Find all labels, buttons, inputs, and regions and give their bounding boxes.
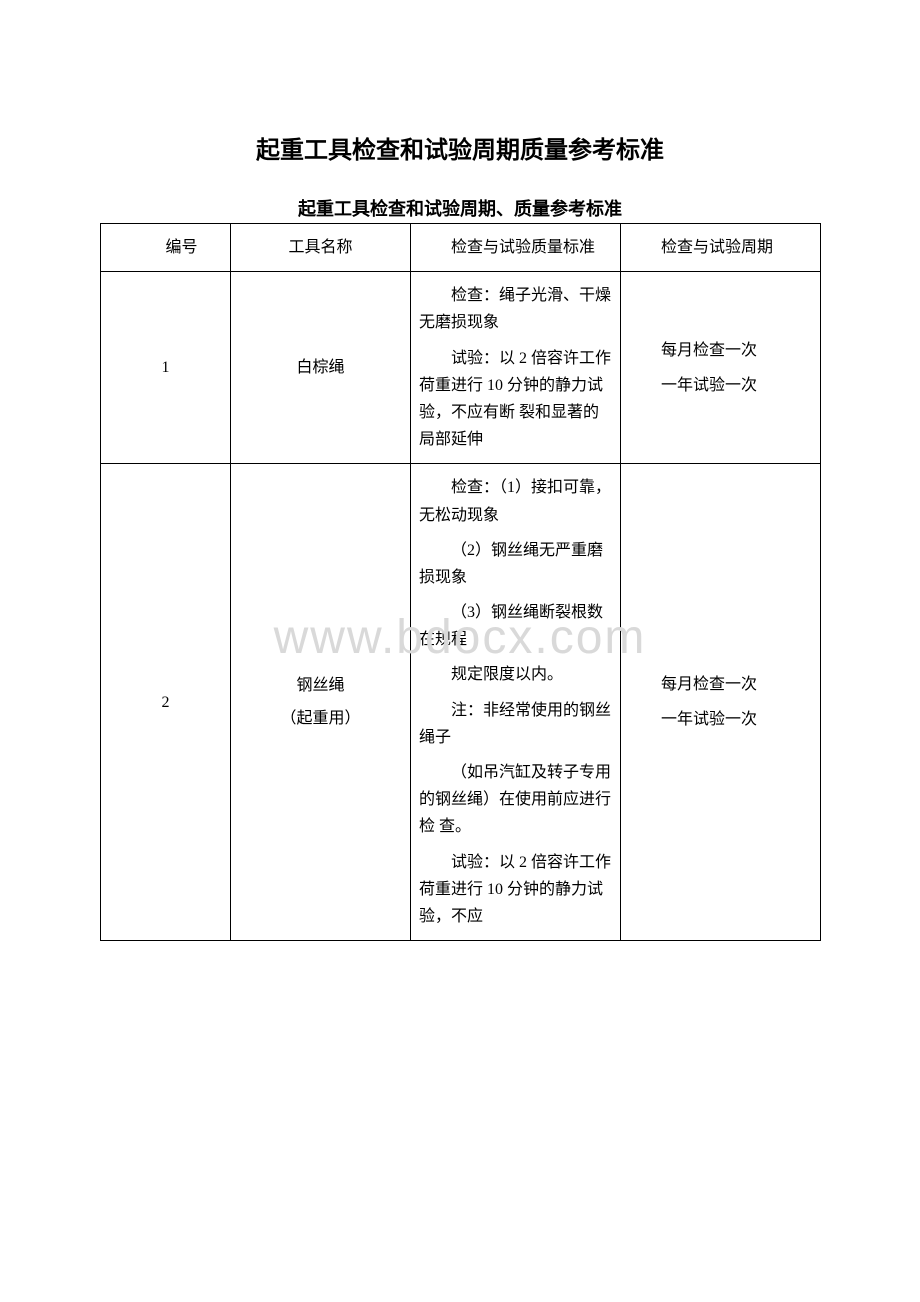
header-standard: 检查与试验质量标准 (411, 224, 621, 272)
cell-standard: 检查：绳子光滑、干燥无磨损现象 试验：以 2 倍容许工作荷重进行 10 分钟的静… (411, 272, 621, 464)
standard-para: 试验：以 2 倍容许工作荷重进行 10 分钟的静力试验，不应有断 裂和显著的局部… (419, 345, 612, 454)
header-cycle: 检查与试验周期 (621, 224, 821, 272)
cell-id: 1 (101, 272, 231, 464)
cell-id: 2 (101, 464, 231, 941)
page-title-sub: 起重工具检查和试验周期、质量参考标准 (0, 195, 920, 221)
header-name: 工具名称 (231, 224, 411, 272)
cycle-para: 一年试验一次 (629, 706, 812, 733)
cycle-para: 一年试验一次 (629, 372, 812, 399)
cycle-para: 每月检查一次 (629, 337, 812, 364)
page-title-main: 起重工具检查和试验周期质量参考标准 (0, 130, 920, 165)
standard-para: （如吊汽缸及转子专用的钢丝绳）在使用前应进行检 查。 (419, 759, 612, 841)
standard-para: （2）钢丝绳无严重磨损现象 (419, 537, 612, 591)
standard-para: （3）钢丝绳断裂根数在规程 (419, 599, 612, 653)
standard-para: 注：非经常使用的钢丝绳子 (419, 697, 612, 751)
standard-para: 检查：绳子光滑、干燥无磨损现象 (419, 282, 612, 336)
cell-standard: 检查：（1）接扣可靠，无松动现象 （2）钢丝绳无严重磨损现象 （3）钢丝绳断裂根… (411, 464, 621, 941)
cell-name: 白棕绳 (231, 272, 411, 464)
standard-para: 检查：（1）接扣可靠，无松动现象 (419, 474, 612, 528)
table-header-row: 编号 工具名称 检查与试验质量标准 检查与试验周期 (101, 224, 821, 272)
cell-name-sub: （起重用） (239, 705, 402, 732)
header-id: 编号 (101, 224, 231, 272)
table-row: 1 白棕绳 检查：绳子光滑、干燥无磨损现象 试验：以 2 倍容许工作荷重进行 1… (101, 272, 821, 464)
standard-para: 规定限度以内。 (419, 661, 612, 688)
cycle-para: 每月检查一次 (629, 671, 812, 698)
standards-table: 编号 工具名称 检查与试验质量标准 检查与试验周期 1 白棕绳 检查：绳子光滑、… (100, 223, 821, 941)
cell-cycle: 每月检查一次 一年试验一次 (621, 272, 821, 464)
standard-para: 试验：以 2 倍容许工作荷重进行 10 分钟的静力试验，不应 (419, 849, 612, 931)
cell-cycle: 每月检查一次 一年试验一次 (621, 464, 821, 941)
cell-name: 钢丝绳 （起重用） (231, 464, 411, 941)
table-row: 2 钢丝绳 （起重用） 检查：（1）接扣可靠，无松动现象 （2）钢丝绳无严重磨损… (101, 464, 821, 941)
table-container: 编号 工具名称 检查与试验质量标准 检查与试验周期 1 白棕绳 检查：绳子光滑、… (100, 223, 820, 941)
